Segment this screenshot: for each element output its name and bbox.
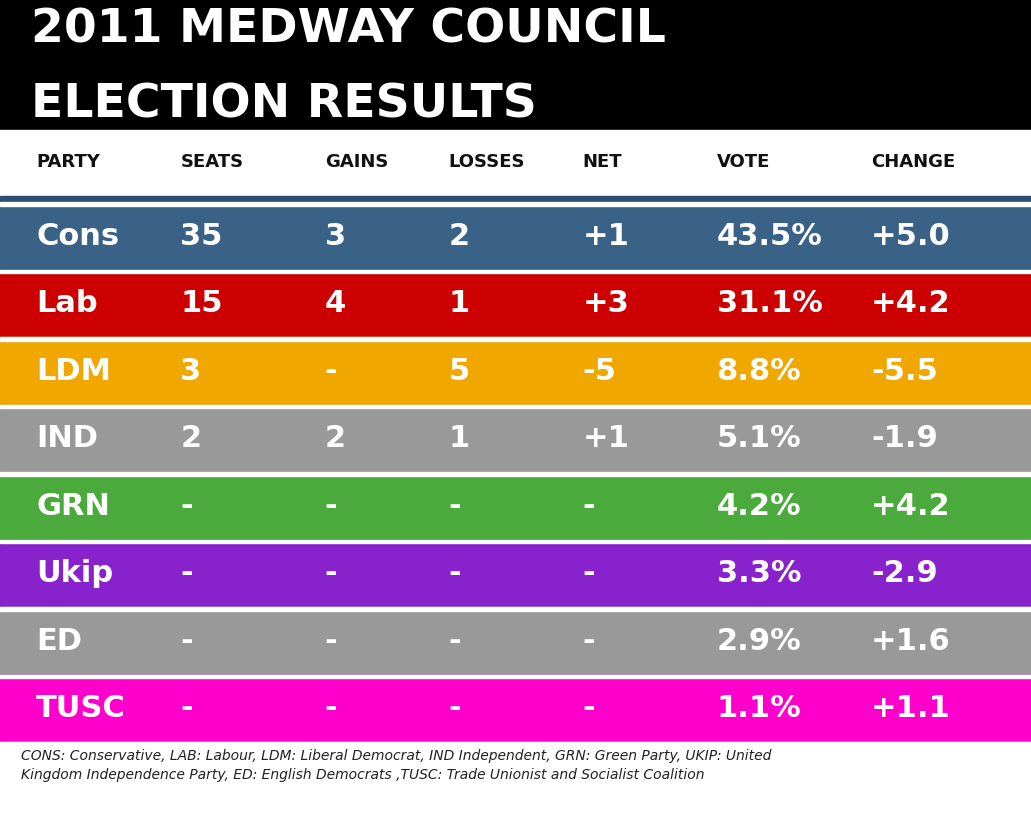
Text: 2: 2 [180, 424, 201, 453]
Text: -: - [180, 559, 193, 588]
Text: 43.5%: 43.5% [717, 221, 823, 251]
Text: -: - [448, 626, 461, 656]
Text: 35: 35 [180, 221, 223, 251]
Text: -1.9: -1.9 [871, 424, 938, 453]
Text: +4.2: +4.2 [871, 491, 951, 521]
Text: +1.1: +1.1 [871, 694, 951, 723]
Text: GAINS: GAINS [325, 153, 388, 171]
Text: -: - [583, 694, 595, 723]
Text: -: - [180, 694, 193, 723]
Bar [0, 405, 1031, 408]
Text: -: - [180, 491, 193, 521]
Bar [0, 472, 1031, 540]
Text: 2: 2 [448, 221, 469, 251]
Text: 4: 4 [325, 289, 346, 319]
Bar [0, 337, 1031, 405]
Bar [0, 540, 1031, 543]
Bar [0, 196, 1031, 202]
Text: 3.3%: 3.3% [717, 559, 801, 588]
Text: 1: 1 [448, 424, 470, 453]
Bar [0, 130, 1031, 202]
Bar [0, 472, 1031, 476]
Text: GRN: GRN [36, 491, 110, 521]
Text: -5.5: -5.5 [871, 356, 938, 386]
Bar [0, 540, 1031, 607]
Text: 3: 3 [180, 356, 201, 386]
Text: TUSC: TUSC [36, 694, 126, 723]
Text: Lab: Lab [36, 289, 98, 319]
Text: PARTY: PARTY [36, 153, 100, 171]
Text: IND: IND [36, 424, 98, 453]
Text: SEATS: SEATS [180, 153, 243, 171]
Text: CONS: Conservative, LAB: Labour, LDM: Liberal Democrat, IND Independent, GRN: Gr: CONS: Conservative, LAB: Labour, LDM: Li… [21, 749, 771, 783]
Bar [0, 337, 1031, 341]
Text: 31.1%: 31.1% [717, 289, 823, 319]
Bar [0, 405, 1031, 472]
Bar [0, 0, 1031, 130]
Text: +1: +1 [583, 221, 629, 251]
Text: -2.9: -2.9 [871, 559, 938, 588]
Bar [0, 270, 1031, 273]
Text: -: - [448, 559, 461, 588]
Bar [0, 675, 1031, 742]
Text: +1.6: +1.6 [871, 626, 951, 656]
Bar [0, 202, 1031, 206]
Text: -: - [448, 694, 461, 723]
Text: LOSSES: LOSSES [448, 153, 525, 171]
Text: -5: -5 [583, 356, 617, 386]
Text: CHANGE: CHANGE [871, 153, 956, 171]
Text: +3: +3 [583, 289, 629, 319]
Text: +4.2: +4.2 [871, 289, 951, 319]
Text: 5.1%: 5.1% [717, 424, 801, 453]
Text: 8.8%: 8.8% [717, 356, 801, 386]
Bar [0, 202, 1031, 270]
Text: 3: 3 [325, 221, 345, 251]
Text: -: - [180, 626, 193, 656]
Text: 1.1%: 1.1% [717, 694, 801, 723]
Text: 2: 2 [325, 424, 345, 453]
Text: -: - [448, 491, 461, 521]
Text: Cons: Cons [36, 221, 120, 251]
Text: -: - [325, 626, 337, 656]
Bar [0, 270, 1031, 337]
Text: VOTE: VOTE [717, 153, 770, 171]
Text: 1: 1 [448, 289, 470, 319]
Bar [0, 742, 1031, 746]
Text: -: - [325, 356, 337, 386]
Text: Ukip: Ukip [36, 559, 113, 588]
Bar [0, 607, 1031, 675]
Text: ED: ED [36, 626, 82, 656]
Bar [0, 607, 1031, 611]
Text: 4.2%: 4.2% [717, 491, 801, 521]
Text: -: - [583, 491, 595, 521]
Text: -: - [325, 491, 337, 521]
Text: NET: NET [583, 153, 622, 171]
Text: LDM: LDM [36, 356, 111, 386]
Text: -: - [583, 626, 595, 656]
Text: 5: 5 [448, 356, 470, 386]
Text: -: - [583, 559, 595, 588]
Bar [0, 675, 1031, 678]
Text: ELECTION RESULTS: ELECTION RESULTS [31, 82, 537, 127]
Text: +5.0: +5.0 [871, 221, 951, 251]
Text: 15: 15 [180, 289, 223, 319]
Text: 2.9%: 2.9% [717, 626, 801, 656]
Text: +1: +1 [583, 424, 629, 453]
Text: 2011 MEDWAY COUNCIL: 2011 MEDWAY COUNCIL [31, 8, 666, 53]
Bar [0, 742, 1031, 816]
Text: -: - [325, 559, 337, 588]
Text: -: - [325, 694, 337, 723]
